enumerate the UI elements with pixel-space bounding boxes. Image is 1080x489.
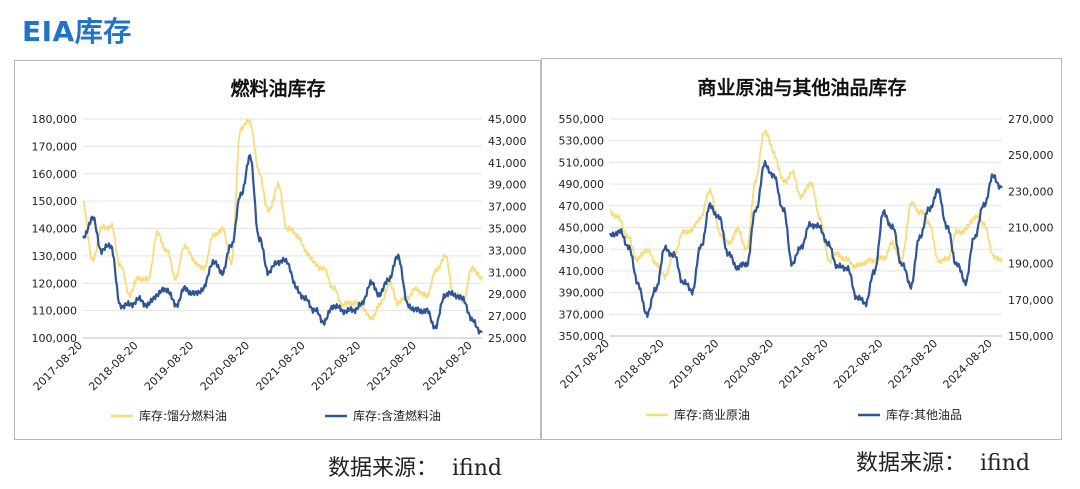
y-left-tick-label: 180,000	[32, 113, 78, 126]
x-tick-label: 2020-08-20	[198, 339, 252, 393]
x-tick-label: 2023-08-20	[886, 337, 940, 391]
y-right-tick-label: 39,000	[488, 179, 527, 192]
source-value: ifind	[452, 456, 502, 481]
x-tick-label: 2019-08-20	[142, 339, 196, 393]
x-tick-label: 2021-08-20	[253, 339, 307, 393]
y-right-tick-label: 43,000	[488, 135, 527, 148]
x-tick-label: 2018-08-20	[86, 339, 140, 393]
x-tick-label: 2018-08-20	[612, 337, 666, 391]
data-source-1: 数据来源： ifind	[328, 450, 502, 482]
y-right-tick-label: 45,000	[488, 113, 527, 126]
y-right-tick-label: 150,000	[1008, 330, 1054, 343]
y-right-tick-label: 31,000	[488, 266, 527, 279]
x-tick-label: 2021-08-20	[776, 337, 830, 391]
y-left-tick-label: 130,000	[32, 250, 78, 263]
source-label: 数据来源：	[328, 456, 439, 481]
series-line-1	[609, 160, 1003, 318]
y-right-tick-label: 210,000	[1008, 222, 1054, 235]
legend-label: 库存:其他油品	[886, 407, 962, 422]
legend-label: 库存:商业原油	[674, 407, 750, 422]
y-left-tick-label: 470,000	[559, 200, 605, 213]
y-right-tick-label: 250,000	[1008, 149, 1054, 162]
source-label: 数据来源：	[856, 451, 967, 476]
x-tick-label: 2022-08-20	[309, 339, 363, 393]
legend-label: 库存:含渣燃料油	[353, 408, 441, 423]
y-left-tick-label: 410,000	[559, 265, 605, 278]
y-right-tick-label: 29,000	[488, 288, 527, 301]
y-left-tick-label: 450,000	[559, 222, 605, 235]
y-right-tick-label: 41,000	[488, 157, 527, 170]
fuel-oil-chart: 燃料油库存 100,000 110,000 120,000 130,000 140,000…	[31, 77, 527, 423]
y-left-tick-label: 110,000	[32, 305, 78, 318]
y-right-tick-label: 35,000	[488, 223, 527, 236]
y-right-tick-label: 37,000	[488, 201, 527, 214]
y-left-tick-label: 370,000	[559, 308, 605, 321]
x-tick-label: 2022-08-20	[831, 337, 885, 391]
x-tick-label: 2019-08-20	[667, 337, 721, 391]
y-right-tick-label: 270,000	[1008, 113, 1054, 126]
y-left-tick-label: 350,000	[559, 330, 605, 343]
y-right-tick-label: 230,000	[1008, 185, 1054, 198]
y-left-tick-label: 140,000	[32, 223, 78, 236]
y-left-tick-label: 490,000	[559, 178, 605, 191]
chart-title: 燃料油库存	[230, 77, 325, 100]
y-left-tick-label: 550,000	[559, 113, 605, 126]
y-left-tick-label: 150,000	[32, 195, 78, 208]
y-left-tick-label: 160,000	[32, 168, 78, 181]
x-tick-label: 2017-08-20	[558, 337, 612, 391]
y-left-tick-label: 530,000	[559, 135, 605, 148]
page-title: EIA库存	[22, 15, 132, 48]
y-right-tick-label: 33,000	[488, 244, 527, 257]
x-tick-label: 2017-08-20	[31, 339, 85, 393]
y-right-tick-label: 25,000	[488, 332, 527, 345]
y-right-tick-label: 170,000	[1008, 294, 1054, 307]
legend-label: 库存:馏分燃料油	[139, 408, 227, 423]
x-tick-label: 2024-08-20	[941, 337, 995, 391]
y-left-tick-label: 510,000	[559, 156, 605, 169]
series-line-1	[82, 154, 483, 335]
y-right-tick-label: 27,000	[488, 310, 527, 323]
y-right-tick-label: 190,000	[1008, 258, 1054, 271]
crude-other-chart: 商业原油与其他油品库存 350,000 370,000 390,000 410,000 4…	[558, 76, 1054, 422]
source-value: ifind	[980, 451, 1030, 476]
y-left-tick-label: 430,000	[559, 243, 605, 256]
x-tick-label: 2023-08-20	[365, 339, 419, 393]
y-left-tick-label: 390,000	[559, 287, 605, 300]
data-source-2: 数据来源： ifind	[856, 445, 1030, 477]
chart-title: 商业原油与其他油品库存	[697, 76, 906, 99]
y-left-tick-label: 100,000	[32, 332, 78, 345]
x-tick-label: 2024-08-20	[420, 339, 474, 393]
x-tick-label: 2020-08-20	[722, 337, 776, 391]
chart-panel-fuel-oil: 燃料油库存 100,000 110,000 120,000 130,000 140,000…	[14, 60, 541, 440]
series-line-0	[82, 118, 483, 321]
y-left-tick-label: 170,000	[32, 140, 78, 153]
chart-panel-crude-other: 商业原油与其他油品库存 350,000 370,000 390,000 410,000 4…	[541, 58, 1062, 440]
y-left-tick-label: 120,000	[32, 277, 78, 290]
